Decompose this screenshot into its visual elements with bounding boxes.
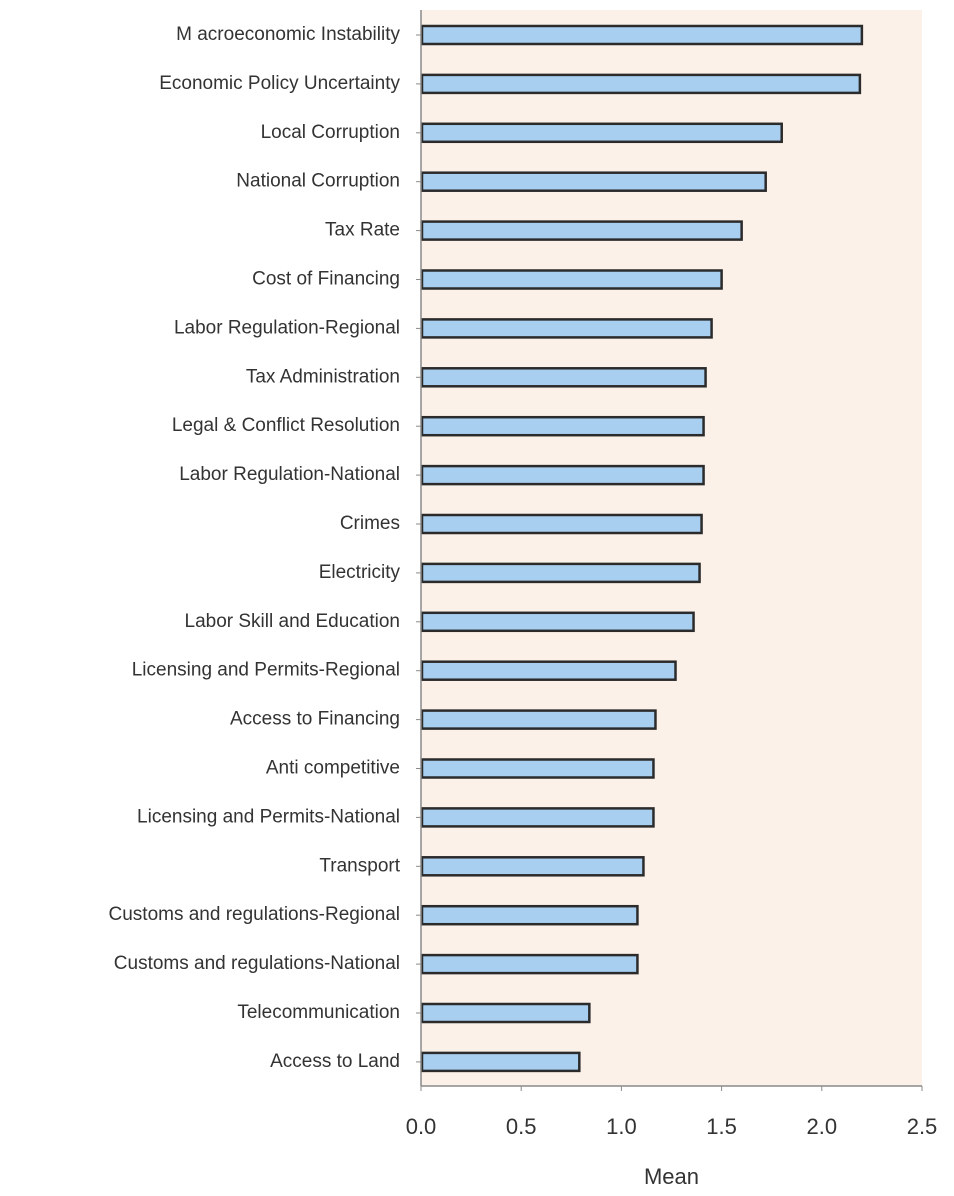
category-label: Anti competitive [266,758,400,779]
bar [420,122,783,144]
x-tick-label: 2.0 [807,1114,838,1139]
x-tick-label: 1.0 [606,1114,637,1139]
bar [420,73,862,95]
category-label: National Corruption [236,171,400,192]
bar [420,367,707,388]
x-tick-label: 1.5 [706,1114,737,1139]
bar [420,562,701,584]
x-axis-title: Mean [644,1164,699,1189]
category-label: Legal & Conflict Resolution [172,415,400,436]
category-label: Licensing and Permits-Regional [132,660,400,681]
category-label: Tax Administration [246,366,400,387]
bar [420,807,655,828]
category-label: Labor Skill and Education [185,611,400,632]
category-label: Access to Financing [230,709,400,730]
category-label: Customs and regulations-National [114,953,400,974]
bar [420,856,645,877]
category-labels-layer: M acroeconomic Instability Economic Polic… [109,24,401,1072]
category-label: Licensing and Permits-National [137,806,400,827]
bar [420,1002,591,1024]
category-label: Local Corruption [261,122,400,143]
bar [420,904,639,926]
bar [420,24,864,46]
x-tick-label: 0.5 [506,1114,537,1139]
bar [420,611,695,633]
x-tick-label: 2.5 [907,1114,938,1139]
bar [420,758,655,779]
category-label: M acroeconomic Instability [176,24,400,45]
bar [420,464,705,486]
bar [420,318,713,339]
bar [420,709,657,730]
bar [420,269,723,290]
category-label: Transport [319,855,400,876]
category-label: Tax Rate [325,220,400,241]
category-label: Labor Regulation-National [179,464,400,485]
axes-layer [416,10,923,1091]
category-label: Cost of Financing [252,269,400,290]
category-label: Access to Land [270,1051,400,1072]
bar [420,1051,581,1073]
category-label: Economic Policy Uncertainty [159,73,400,94]
x-tick-labels-layer: 0.0 0.5 1.0 1.5 2.0 2.5 [406,1114,938,1139]
bar [420,171,767,192]
x-tick-label: 0.0 [406,1114,437,1139]
bar [420,513,703,535]
bar [420,220,743,241]
category-label: Crimes [340,513,400,534]
bar [420,660,677,681]
category-label: Telecommunication [237,1002,400,1023]
category-label: Customs and regulations-Regional [109,904,401,925]
bars-layer [420,24,864,1073]
bar [420,415,705,437]
category-label: Electricity [319,562,401,583]
category-label: Labor Regulation-Regional [174,317,400,338]
bar [420,953,639,975]
